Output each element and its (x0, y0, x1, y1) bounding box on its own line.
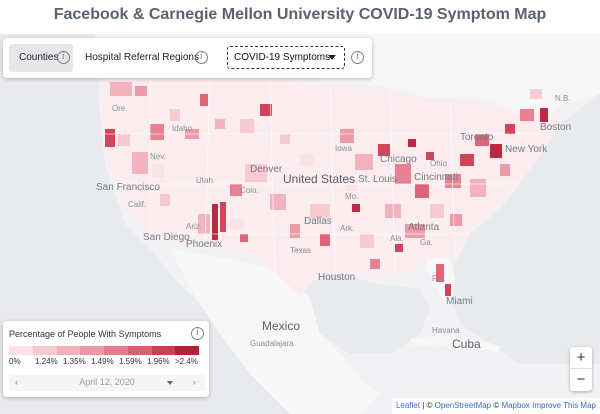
legend-tick-4: 1.59% (119, 357, 142, 366)
mexico-landmass (170, 249, 380, 414)
legend-swatch (56, 346, 81, 355)
cuba-island (410, 336, 500, 352)
map-label-san-francisco: San Francisco (96, 182, 160, 193)
map-label-boston: Boston (540, 122, 572, 133)
zoom-out-button[interactable]: − (576, 371, 586, 388)
map-label-havana: Havana (432, 326, 460, 335)
legend-tick-1: 1.24% (35, 357, 58, 366)
signal-select-value: COVID-19 Symptoms (234, 52, 331, 63)
zoom-in-button[interactable]: + (570, 347, 592, 369)
map-label-ore: Ore. (112, 104, 128, 113)
map-label-iowa: Iowa (335, 144, 352, 153)
map-label-united-states: United States (283, 172, 356, 186)
signal-select[interactable]: COVID-19 Symptoms (227, 46, 345, 69)
legend-tick-0: 0% (9, 357, 21, 366)
map-label-cincinnati: Cincinnati (414, 172, 458, 183)
map-label-chicago: Chicago (380, 154, 417, 165)
map-label-ala: Ala. (390, 234, 404, 243)
atlantic-ocean (450, 94, 600, 364)
tab-hospital-referral-regions[interactable]: Hospital Referral Regions i (75, 44, 215, 72)
tab-counties[interactable]: Counties i (9, 44, 73, 72)
map-label-mo: Mo. (345, 192, 359, 201)
gulf-of-mexico (300, 264, 430, 354)
chevron-down-icon[interactable] (167, 381, 173, 385)
legend-swatch (9, 346, 33, 355)
legend-info-icon[interactable]: i (191, 327, 204, 340)
legend-tick-5: 1.96% (147, 357, 170, 366)
signal-info-icon[interactable]: i (351, 51, 364, 64)
map-label-phoenix: Phoenix (186, 239, 223, 250)
map-label-san-diego: San Diego (143, 232, 190, 243)
legend-tick-3: 1.49% (91, 357, 114, 366)
legend-swatch (127, 346, 152, 355)
map-label-houston: Houston (318, 272, 356, 283)
map-label-nb: N.B. (555, 94, 571, 103)
date-value: April 12, 2020 (79, 377, 135, 387)
legend-swatch (175, 346, 199, 355)
map-label-ga: Ga. (420, 238, 433, 247)
map-label-calif: Calif. (128, 200, 147, 209)
attribution-separator-2: © (491, 401, 502, 410)
leaflet-link[interactable]: Leaflet (395, 401, 420, 410)
map-label-fla: Fla. (432, 274, 446, 283)
map-label-ariz: Ariz. (186, 222, 202, 231)
hrr-info-icon[interactable]: i (195, 51, 208, 64)
us-landmass (100, 76, 560, 296)
tab-counties-label: Counties (19, 52, 59, 63)
county-choropleth (105, 82, 548, 296)
openstreetmap-link[interactable]: OpenStreetMap (434, 401, 492, 410)
map-label-idaho: Idaho (172, 124, 193, 133)
map-label-ohio: Ohio (430, 159, 447, 168)
map-label-st-louis: St. Louis (358, 174, 397, 185)
legend-panel: Percentage of People With Symptoms i 0% … (3, 321, 209, 397)
date-selector[interactable]: ‹ April 12, 2020 › (9, 375, 205, 391)
legend-swatch (104, 346, 128, 355)
map-label-guadalajara: Guadalajara (250, 339, 294, 348)
map-label-mexico: Mexico (262, 319, 301, 333)
legend-title: Percentage of People With Symptoms (9, 329, 162, 339)
map-label-toronto: Toronto (460, 132, 494, 143)
chevron-down-icon (328, 55, 336, 60)
tab-hrr-label: Hospital Referral Regions (85, 52, 199, 63)
attribution-separator: | © (419, 401, 435, 410)
counties-info-icon[interactable]: i (57, 51, 70, 64)
legend-color-scale (9, 346, 199, 355)
map-label-denver: Denver (250, 164, 283, 175)
legend-swatch (151, 346, 176, 355)
map-label-texas: Texas (290, 246, 311, 255)
legend-tick-2: 1.35% (63, 357, 86, 366)
map-attribution: Leaflet | © OpenStreetMap © Mapbox Impro… (391, 398, 600, 414)
chevron-right-icon[interactable]: › (193, 377, 196, 387)
map-label-cuba: Cuba (452, 337, 481, 351)
map-label-new-york: New York (505, 144, 548, 155)
map-label-dallas: Dallas (304, 216, 332, 227)
legend-swatch (80, 346, 104, 355)
map-label-utah: Utah (196, 176, 213, 185)
map-label-ark: Ark. (340, 224, 355, 233)
map-label-colo: Colo. (240, 186, 259, 195)
chevron-left-icon[interactable]: ‹ (15, 377, 18, 387)
map-label-nev: Nev. (150, 152, 166, 161)
state-borders (102, 78, 550, 280)
page-title: Facebook & Carnegie Mellon University CO… (53, 6, 547, 23)
zoom-control: + − (570, 347, 592, 391)
legend-swatch (32, 346, 57, 355)
pacific-ocean (0, 34, 330, 414)
legend-tick-6: >2.4% (175, 357, 198, 366)
map-label-miami: Miami (446, 296, 473, 307)
map-graphic (0, 34, 600, 414)
mapbox-link[interactable]: Mapbox Improve This Map (501, 401, 596, 410)
map-label-atlanta: Atlanta (408, 222, 440, 233)
geography-controls: Counties i Hospital Referral Regions i C… (3, 38, 372, 78)
